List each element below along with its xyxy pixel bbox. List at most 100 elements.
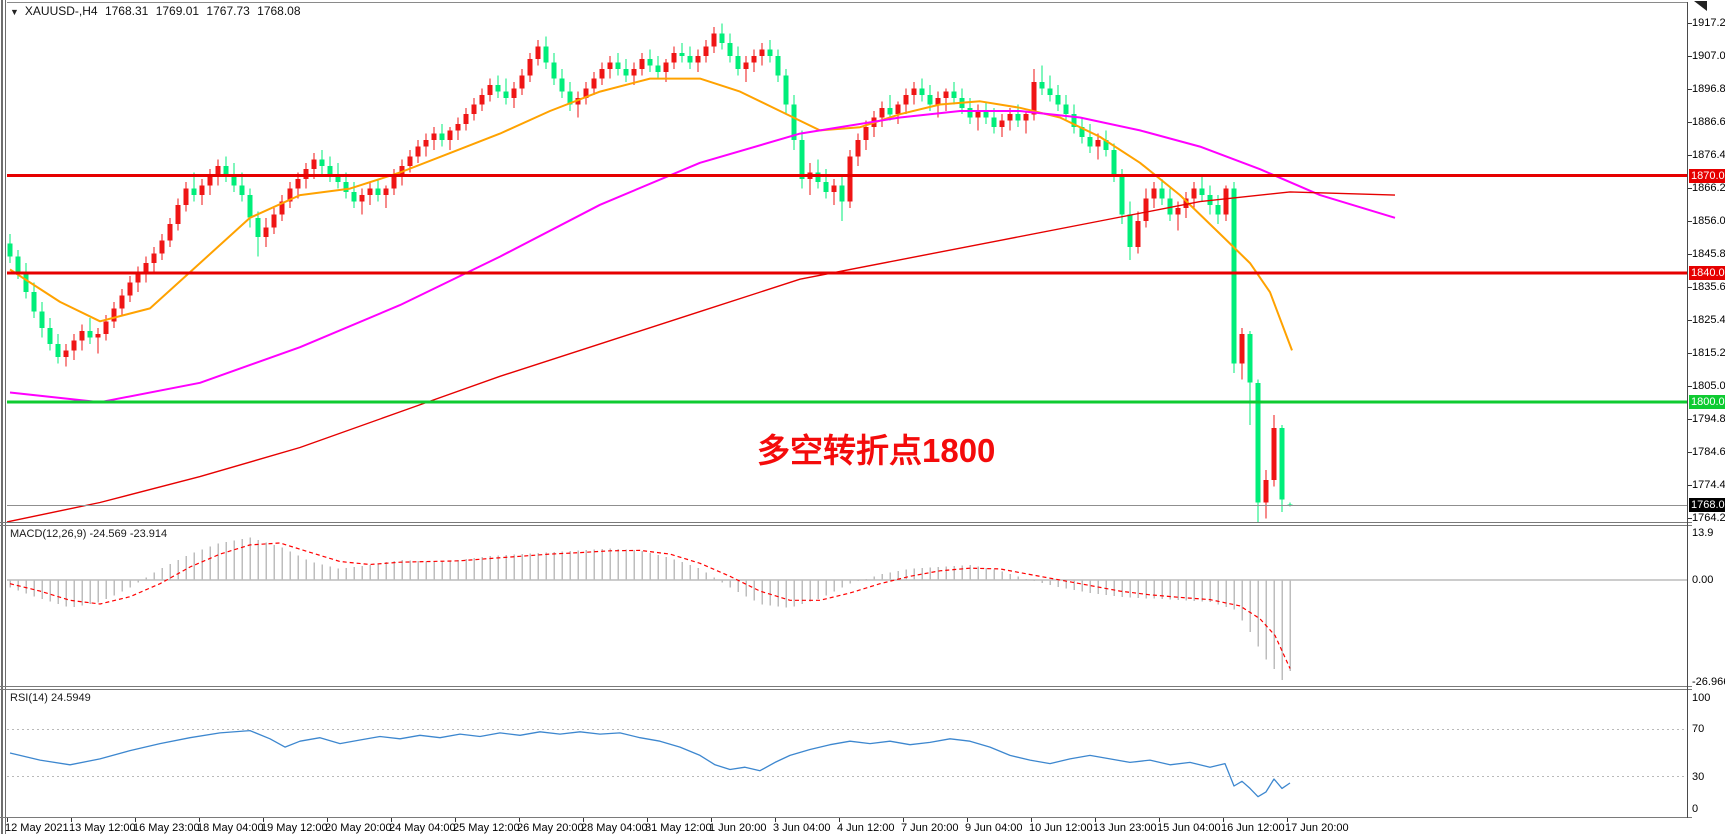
candlestick [911,81,917,105]
time-tick-mark [1287,818,1288,822]
candlestick [319,149,325,176]
panel-separator[interactable] [0,525,1692,526]
candlestick [135,266,141,293]
candlestick [1055,85,1061,111]
candlestick [327,156,333,183]
candlestick [983,101,989,124]
price-tick-label: 1805.00 [1692,380,1725,392]
panel-separator[interactable] [0,522,1692,523]
time-axis-label: 4 Jun 12:00 [837,822,895,834]
candlestick [719,23,725,50]
candlestick [431,127,437,150]
time-axis-label: 24 May 04:00 [389,822,456,834]
candlestick [751,49,757,73]
price-tick-mark [1687,89,1692,90]
rsi-axis-label: 30 [1692,771,1705,783]
candlestick [47,318,53,351]
candlestick [423,133,429,157]
candlestick [455,117,461,141]
price-tick-label: 1774.40 [1692,479,1725,491]
candlestick [807,162,813,196]
time-tick-mark [391,818,392,822]
candlestick [375,178,381,202]
candlestick [503,78,509,105]
price-tick-label: 1917.20 [1692,17,1725,29]
candlestick [367,182,373,205]
price-tick-label: 1907.00 [1692,50,1725,62]
candlestick [775,49,781,82]
candlestick [711,26,717,53]
candlestick [919,78,925,102]
time-tick-mark [1095,818,1096,822]
candlestick [623,59,629,82]
candlestick [71,334,77,361]
ma-mid-magenta [9,110,1396,404]
candlestick [511,81,517,108]
candlestick [951,81,957,105]
macd-signal-line [9,542,1291,669]
candlestick [687,46,693,69]
rsi-panel-canvas[interactable] [0,690,1725,817]
panel-separator[interactable] [0,686,1692,687]
candlestick [559,68,565,99]
candlestick [175,198,181,231]
rsi-line [9,729,1291,798]
time-tick-mark [1159,818,1160,822]
panel-separator[interactable] [0,689,1692,690]
candlestick [143,256,149,283]
candlestick [855,133,861,166]
auto-scroll-triangle-icon[interactable] [1694,1,1707,11]
time-tick-mark [7,818,8,822]
price-tick-label: 1876.40 [1692,149,1725,161]
price-tick-mark [1687,353,1692,354]
price-tick-label: 1835.60 [1692,281,1725,293]
main-chart-canvas[interactable] [0,0,1725,524]
candlestick [519,68,525,95]
candlestick [535,39,541,66]
candlestick [759,43,765,66]
time-axis-label: 9 Jun 04:00 [965,822,1023,834]
candlestick [895,101,901,124]
price-tick-mark [1687,188,1692,189]
candlestick [1087,123,1093,154]
time-axis-border [0,817,1692,818]
candlestick [127,276,133,302]
candlestick [575,91,581,118]
price-tick-label: 1815.20 [1692,347,1725,359]
candlestick [471,98,477,121]
price-tick-label: 1856.00 [1692,215,1725,227]
candlestick [1223,185,1229,221]
candlestick [879,101,885,128]
quote-close: 1768.08 [257,4,301,18]
candlestick [463,107,469,131]
candlestick [1127,201,1133,260]
rsi-axis-label: 70 [1692,723,1705,735]
candlestick [1191,182,1197,209]
chart-annotation-text[interactable]: 多空转折点1800 [757,432,996,469]
candlestick [207,169,213,196]
candlestick [287,182,293,209]
candlestick [1287,502,1293,507]
candlestick [1039,65,1045,95]
axis-divider-line [1687,2,1688,818]
candlestick [839,175,845,221]
chart-top-border [7,2,1687,3]
time-axis-label: 26 May 20:00 [517,822,584,834]
time-axis-label: 17 Jun 20:00 [1285,822,1349,834]
candlestick [199,178,205,205]
candlestick [1159,178,1165,205]
ma-slow-red [6,191,1396,523]
chart-title: ▼ XAUUSD-,H4 1768.31 1769.01 1767.73 1768… [10,4,305,18]
price-tick-mark [1687,221,1692,222]
symbol-dropdown-icon[interactable]: ▼ [10,7,19,17]
macd-axis-label: 0.00 [1692,574,1714,586]
macd-panel-canvas[interactable] [0,526,1725,686]
candlestick [727,33,733,63]
time-tick-mark [583,818,584,822]
candlestick [903,88,909,115]
price-tick-label: 1886.60 [1692,116,1725,128]
candlestick [1071,104,1077,134]
price-tick-label: 1825.40 [1692,314,1725,326]
candlestick [1143,188,1149,228]
level-price-label: 1800.00 [1689,395,1725,409]
